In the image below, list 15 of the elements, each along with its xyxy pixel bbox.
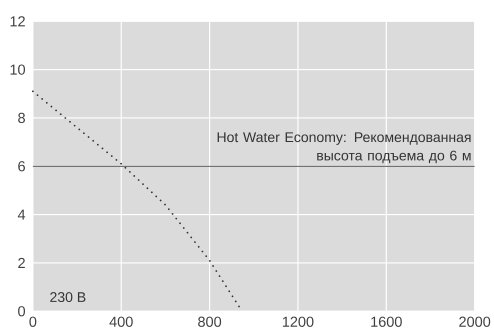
- y-tick-label: 10: [10, 64, 26, 75]
- x-tick-label: 1600: [371, 316, 402, 328]
- y-tick-label: 12: [10, 16, 25, 27]
- x-tick-label: 0: [29, 316, 36, 328]
- ref-line-label: Hot Water Economy: Рекомендованная высота подъема до 6 м: [218, 132, 471, 164]
- x-tick-label: 2000: [459, 316, 490, 328]
- y-tick-label: 6: [18, 161, 25, 172]
- y-tick-label: 8: [18, 113, 25, 124]
- y-tick-label: 2: [18, 258, 25, 268]
- y-tick-label: 0: [18, 306, 26, 317]
- x-tick-label: 1200: [282, 316, 314, 328]
- x-tick-label: 800: [198, 316, 222, 328]
- annotation: 230 В: [50, 292, 86, 302]
- y-tick-label: 4: [18, 210, 26, 220]
- x-tick-label: 400: [109, 316, 133, 328]
